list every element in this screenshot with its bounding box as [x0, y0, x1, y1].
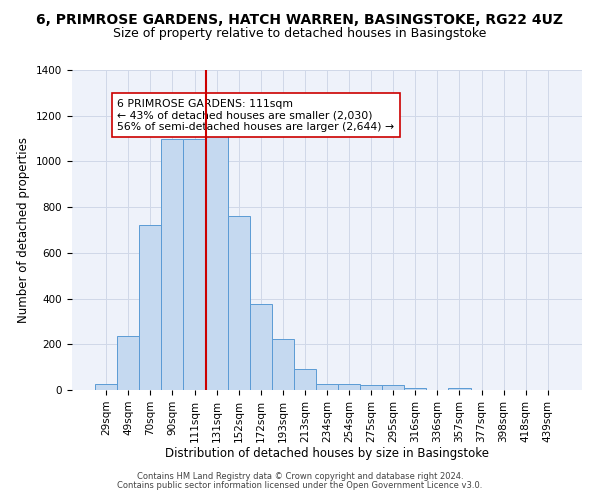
Bar	[206, 135, 227, 390]
Text: Contains public sector information licensed under the Open Government Licence v3: Contains public sector information licen…	[118, 481, 482, 490]
Text: Contains HM Land Registry data © Crown copyright and database right 2024.: Contains HM Land Registry data © Crown c…	[137, 472, 463, 481]
Text: Size of property relative to detached houses in Basingstoke: Size of property relative to detached ho…	[113, 28, 487, 40]
Bar	[404, 388, 427, 390]
Bar	[227, 216, 250, 390]
Bar	[338, 384, 360, 390]
Bar	[316, 384, 338, 390]
Bar	[250, 304, 272, 390]
Bar	[294, 370, 316, 390]
Bar	[448, 388, 470, 390]
Bar	[139, 226, 161, 390]
Bar	[272, 338, 294, 390]
Bar	[184, 138, 206, 390]
Bar	[382, 386, 404, 390]
Bar	[95, 384, 117, 390]
Bar	[117, 336, 139, 390]
Y-axis label: Number of detached properties: Number of detached properties	[17, 137, 31, 323]
Text: 6, PRIMROSE GARDENS, HATCH WARREN, BASINGSTOKE, RG22 4UZ: 6, PRIMROSE GARDENS, HATCH WARREN, BASIN…	[37, 12, 563, 26]
Text: 6 PRIMROSE GARDENS: 111sqm
← 43% of detached houses are smaller (2,030)
56% of s: 6 PRIMROSE GARDENS: 111sqm ← 43% of deta…	[117, 98, 394, 132]
Bar	[360, 386, 382, 390]
Bar	[161, 138, 184, 390]
X-axis label: Distribution of detached houses by size in Basingstoke: Distribution of detached houses by size …	[165, 448, 489, 460]
